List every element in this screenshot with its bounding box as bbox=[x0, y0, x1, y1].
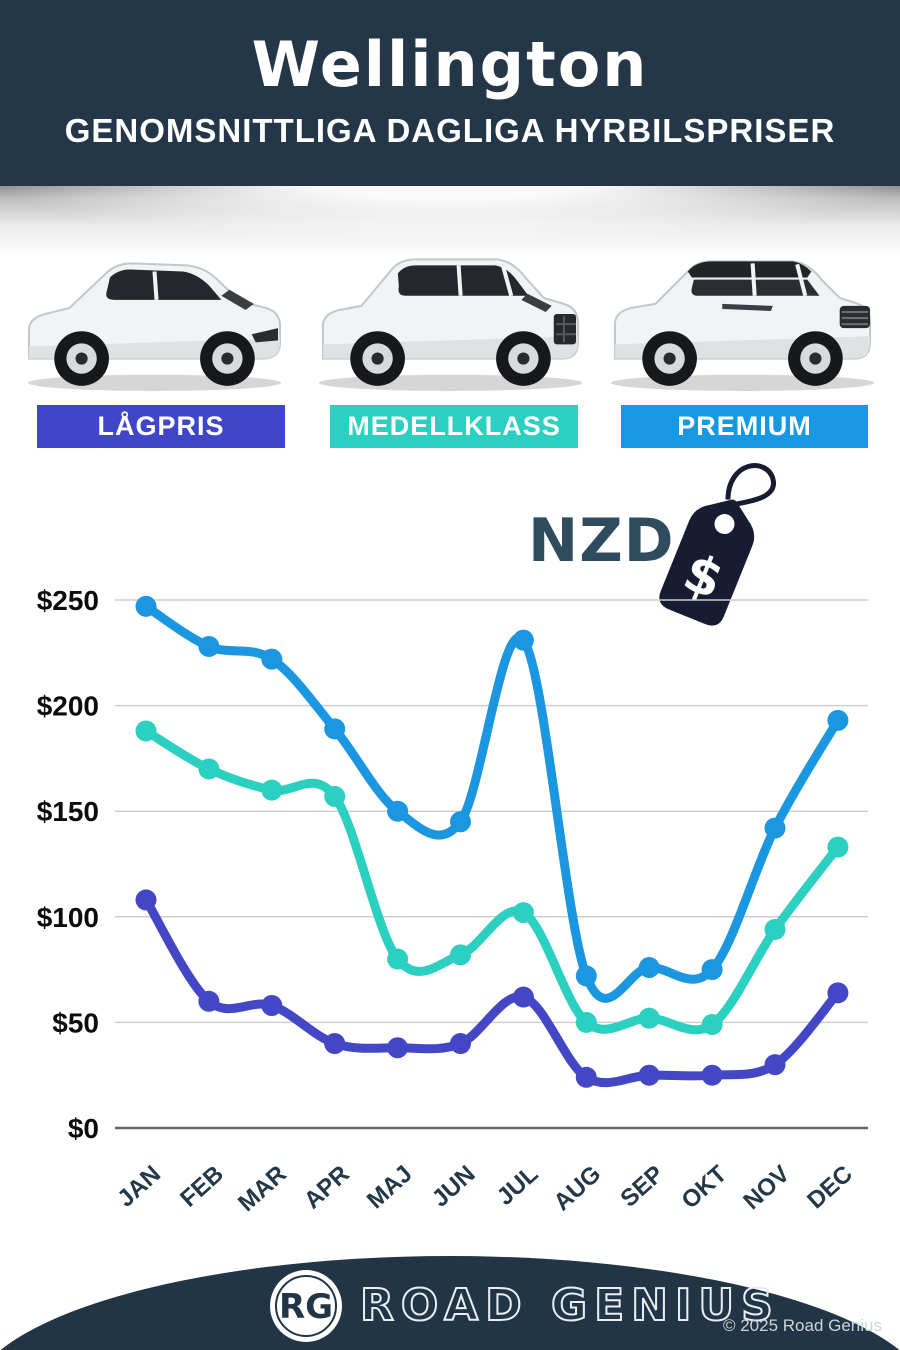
copyright-text: © 2025 Road Genius bbox=[722, 1316, 882, 1335]
data-point-medellklass bbox=[764, 918, 786, 940]
y-axis-tick-label: $100 bbox=[37, 902, 99, 933]
y-axis-tick-label: $200 bbox=[37, 691, 99, 722]
y-axis-tick-label: $150 bbox=[37, 796, 99, 827]
series-line-premium bbox=[141, 601, 843, 1003]
data-point-premium bbox=[827, 709, 849, 731]
data-point-lågpris bbox=[764, 1054, 786, 1076]
x-axis-month-label: AUG bbox=[549, 1160, 607, 1216]
data-point-lågpris bbox=[261, 995, 283, 1017]
data-point-premium bbox=[324, 718, 346, 740]
data-point-premium bbox=[198, 635, 220, 657]
metallic-divider bbox=[0, 186, 900, 256]
rg-logo-initials: RG bbox=[278, 1287, 334, 1327]
rg-logo-ring bbox=[275, 1275, 337, 1337]
data-point-premium bbox=[701, 959, 723, 981]
data-point-premium bbox=[261, 648, 283, 670]
x-axis-month-label: JAN bbox=[112, 1160, 166, 1212]
x-axis-month-label: JUN bbox=[427, 1160, 481, 1212]
x-axis-month-label: OKT bbox=[676, 1160, 732, 1214]
category-label-midrange: MEDELLKLASS bbox=[330, 405, 578, 448]
car-premium-image bbox=[610, 260, 875, 391]
data-point-premium bbox=[450, 811, 471, 833]
data-point-lågpris bbox=[135, 889, 157, 911]
data-point-lågpris bbox=[198, 990, 220, 1012]
rental-price-line-chart: $0 $50 $100 $150 $200 $250 JAN FEB MAR APR MAJ JUN J… bbox=[37, 585, 868, 1217]
data-point-medellklass bbox=[575, 1011, 597, 1033]
data-point-medellklass bbox=[512, 902, 534, 924]
data-point-medellklass bbox=[701, 1014, 723, 1036]
data-point-lågpris bbox=[450, 1033, 471, 1055]
x-axis-month-label: FEB bbox=[175, 1160, 229, 1212]
data-point-lågpris bbox=[827, 982, 849, 1004]
page-title: Wellington bbox=[251, 28, 649, 101]
data-point-premium bbox=[575, 965, 597, 987]
x-axis-month-label: NOV bbox=[738, 1160, 795, 1215]
data-point-medellklass bbox=[198, 758, 220, 780]
category-label-premium: PREMIUM bbox=[621, 405, 868, 448]
y-axis-tick-label: $50 bbox=[52, 1007, 99, 1038]
brand-name: ROAD GENIUS bbox=[359, 1280, 780, 1331]
data-point-premium bbox=[764, 817, 786, 839]
data-point-lågpris bbox=[701, 1064, 723, 1086]
x-axis-month-label: SEP bbox=[615, 1160, 669, 1212]
series-line-medellklass bbox=[141, 726, 843, 1035]
data-point-medellklass bbox=[450, 944, 471, 966]
data-point-medellklass bbox=[135, 720, 157, 742]
page-subtitle: GENOMSNITTLIGA DAGLIGA HYRBILSPRISER bbox=[64, 112, 836, 149]
data-point-lågpris bbox=[638, 1064, 660, 1086]
category-label-budget: LÅGPRIS bbox=[37, 405, 285, 448]
data-point-medellklass bbox=[827, 836, 849, 858]
currency-label: NZD bbox=[528, 506, 675, 576]
data-point-medellklass bbox=[638, 1007, 660, 1029]
data-point-lågpris bbox=[324, 1033, 346, 1055]
x-axis-month-label: JUL bbox=[492, 1160, 544, 1210]
x-axis-month-label: MAR bbox=[233, 1160, 292, 1217]
x-axis-month-label: APR bbox=[299, 1160, 355, 1214]
data-point-lågpris bbox=[512, 986, 534, 1008]
car-budget-image bbox=[27, 262, 282, 391]
data-point-lågpris bbox=[387, 1037, 409, 1059]
x-axis-month-label: MAJ bbox=[362, 1160, 418, 1214]
data-point-medellklass bbox=[261, 779, 283, 801]
y-axis-tick-label: $250 bbox=[37, 585, 99, 616]
y-axis-tick-label: $0 bbox=[68, 1113, 99, 1144]
data-point-premium bbox=[512, 629, 534, 651]
header: Wellington GENOMSNITTLIGA DAGLIGA HYRBIL… bbox=[0, 0, 900, 186]
data-point-lågpris bbox=[575, 1066, 597, 1088]
data-point-premium bbox=[387, 800, 409, 822]
x-axis-month-label: DEC bbox=[802, 1160, 858, 1214]
rg-logo: RG bbox=[270, 1270, 342, 1342]
data-point-premium bbox=[135, 595, 157, 617]
data-point-medellklass bbox=[387, 948, 409, 970]
car-midrange-image bbox=[318, 258, 583, 391]
data-point-medellklass bbox=[324, 785, 346, 807]
data-point-premium bbox=[638, 956, 660, 978]
